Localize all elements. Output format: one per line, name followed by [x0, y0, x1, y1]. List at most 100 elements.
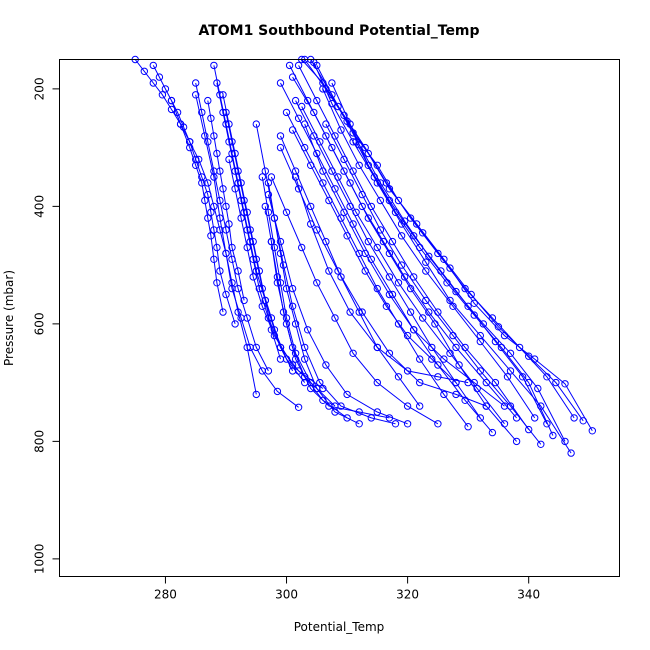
data-point	[207, 208, 215, 217]
data-point	[267, 237, 276, 246]
data-point	[294, 403, 303, 411]
data-point	[331, 132, 339, 140]
data-point	[301, 355, 309, 363]
data-point	[537, 440, 545, 448]
data-point	[282, 208, 291, 217]
data-point	[210, 173, 218, 181]
data-point	[328, 143, 336, 152]
data-point	[340, 167, 348, 175]
data-point	[422, 267, 430, 275]
data-point	[464, 423, 472, 431]
data-point	[322, 237, 330, 246]
data-point	[328, 167, 336, 175]
data-point	[322, 132, 330, 140]
y-tick-label: 1000	[33, 544, 47, 575]
data-point	[531, 414, 539, 422]
data-point	[397, 220, 406, 228]
data-point	[373, 343, 381, 352]
data-point	[349, 167, 357, 175]
data-point	[467, 290, 475, 299]
series	[149, 61, 239, 328]
y-tick-label: 800	[33, 430, 47, 453]
data-point	[325, 267, 333, 275]
data-point	[282, 320, 291, 328]
data-point	[291, 167, 300, 175]
data-point	[313, 384, 321, 393]
series	[288, 126, 460, 387]
data-point	[282, 355, 291, 363]
data-point	[425, 308, 433, 316]
series-line	[325, 123, 542, 445]
data-point	[397, 232, 406, 240]
data-point	[258, 284, 266, 293]
data-point	[346, 202, 354, 211]
data-point	[561, 380, 569, 388]
data-point	[416, 402, 424, 410]
data-point	[334, 267, 342, 275]
data-point	[449, 302, 457, 310]
data-point	[276, 143, 285, 152]
data-point	[319, 167, 327, 175]
data-point	[503, 373, 512, 381]
data-point	[434, 361, 442, 369]
x-tick-label: 320	[396, 588, 419, 602]
data-point	[452, 287, 460, 296]
data-point	[334, 102, 342, 111]
data-point	[346, 308, 354, 316]
data-point	[416, 355, 424, 363]
data-point	[479, 320, 487, 328]
series	[131, 55, 260, 399]
data-point	[261, 167, 269, 175]
data-point	[385, 185, 394, 193]
data-point	[204, 190, 212, 199]
data-point	[252, 343, 260, 352]
data-point	[440, 390, 448, 399]
data-point	[452, 390, 460, 399]
data-point	[434, 249, 442, 258]
series-line	[304, 123, 505, 407]
series-line	[301, 59, 575, 419]
data-point	[210, 132, 218, 140]
data-point	[428, 355, 436, 363]
data-point	[210, 61, 218, 70]
series-line	[301, 106, 505, 425]
data-point	[422, 296, 430, 305]
data-point	[343, 390, 351, 399]
series-line	[322, 88, 536, 419]
data-point	[252, 390, 260, 399]
data-point	[161, 85, 170, 93]
data-point	[198, 173, 206, 181]
series-line	[313, 62, 554, 436]
series	[322, 120, 545, 448]
y-tick-label: 400	[33, 195, 47, 218]
data-point	[534, 384, 542, 393]
data-point	[500, 420, 509, 428]
data-point	[267, 173, 276, 181]
data-point	[340, 111, 348, 120]
data-point	[403, 367, 412, 375]
data-point	[234, 267, 242, 275]
data-point	[273, 273, 282, 281]
data-point	[216, 267, 224, 275]
data-point	[440, 355, 448, 363]
series	[298, 102, 509, 428]
data-point	[304, 326, 312, 334]
data-point	[319, 396, 327, 404]
series	[328, 79, 551, 428]
series-line	[171, 100, 224, 313]
data-point	[337, 126, 345, 134]
data-point	[373, 378, 381, 387]
data-point	[434, 373, 442, 381]
data-point	[518, 373, 527, 381]
data-point	[210, 202, 218, 211]
data-point	[361, 143, 369, 152]
data-point	[234, 167, 242, 175]
data-point	[397, 261, 406, 269]
series	[285, 61, 521, 422]
data-point	[219, 308, 227, 316]
data-point	[291, 320, 300, 328]
series	[301, 120, 509, 410]
data-point	[246, 226, 254, 234]
data-point	[494, 323, 503, 331]
plot-frame	[59, 59, 620, 577]
